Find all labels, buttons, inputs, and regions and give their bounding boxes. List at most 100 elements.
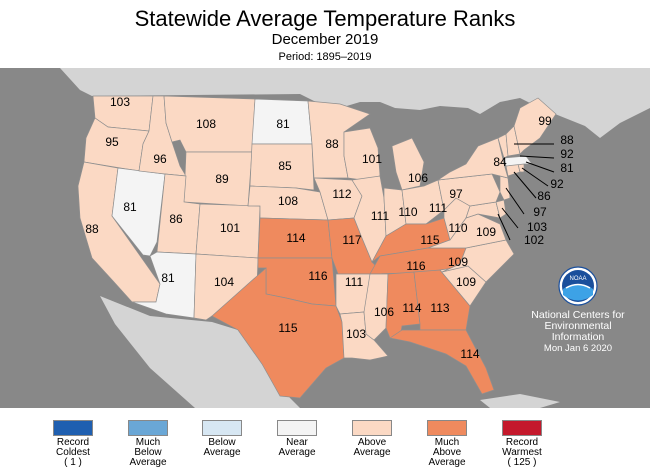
rank-label-ga: 113 [430,301,449,315]
rank-label-tn: 116 [406,259,425,273]
legend-label: Above [432,447,462,458]
rank-label-ne: 108 [278,194,298,208]
state-mi [391,137,425,191]
rank-label-me: 99 [538,114,552,128]
ncei-date: Mon Jan 6 2020 [543,343,613,354]
ncei-line-2: Environmental [544,320,612,332]
state-pa [437,173,501,211]
ncei-line-3: Information [551,331,605,343]
legend-swatch [427,420,467,436]
rank-label-ut: 86 [169,212,183,226]
rank-label-or: 95 [105,135,119,149]
rank-label-pa: 97 [449,187,463,201]
legend-label: Below [208,437,236,448]
mexico-landmass [100,296,300,408]
state-sd [249,143,315,191]
state-me [513,97,557,155]
rank-label-nd: 81 [276,117,290,131]
legend: Record Coldest( 1 ) Much Below Average Below A… [0,414,650,475]
map-title: Statewide Average Temperature Ranks [134,6,516,31]
legend-item-record-warmest: Record Warmest( 125 ) [477,420,567,468]
rank-label-mo: 117 [342,233,361,247]
rank-label-ok: 116 [308,269,327,283]
legend-label: Average [129,457,167,468]
rank-label-tx: 115 [278,321,297,335]
legend-swatch [128,420,168,436]
rank-label-sd: 85 [278,159,292,173]
state-ny [437,137,509,181]
rank-label-mt: 108 [196,117,216,131]
rank-label-ct: 86 [537,189,551,203]
rank-label-ma: 81 [560,161,574,175]
legend-label: Average [278,447,316,458]
rank-label-il: 111 [371,209,390,223]
ncei-attribution: NOAA National Centers for Environmental … [518,266,638,354]
ncei-line-1: National Centers for [531,309,625,321]
rank-label-ar: 111 [345,275,364,289]
legend-label: Above [357,437,387,448]
rank-label-nm: 104 [214,275,234,289]
legend-item-record-coldest: Record Coldest( 1 ) [28,420,118,468]
rank-label-az: 81 [161,271,175,285]
legend-label: Record [505,437,539,448]
rank-label-va: 109 [476,225,496,239]
us-temperature-rank-map: 103 95 88 81 96 108 89 86 81 101 104 81 85 108 114 116 1… [0,68,650,408]
legend-label: Below [134,447,162,458]
rank-label-ms: 106 [374,305,394,319]
legend-item-near: Near Average [252,420,342,458]
legend-swatch [202,420,242,436]
map-subtitle: December 2019 [271,31,379,48]
rank-label-nc: 109 [448,255,468,269]
legend-swatch [53,420,93,436]
legend-label: Average [203,447,241,458]
rank-label-oh: 111 [429,201,448,215]
legend-label: Average [428,457,466,468]
legend-label: Warmest [502,447,542,458]
legend-label: Much [434,437,460,448]
rank-label-mn: 88 [325,137,339,151]
rank-label-mi: 106 [408,171,428,185]
rank-label-ny: 84 [493,155,507,169]
state-nc [441,239,515,283]
canada-landmass [60,68,650,138]
rank-label-co: 101 [220,221,240,235]
noaa-logo-icon: NOAA [558,266,598,306]
legend-item-much-above: Much Above Average [402,420,492,468]
rank-label-ia: 112 [332,187,351,201]
rank-label-nv: 81 [123,200,137,214]
legend-item-below: Below Average [177,420,267,458]
state-de [495,199,507,219]
rank-label-wy: 89 [215,172,229,186]
rank-label-de: 103 [527,220,547,234]
rank-label-wv: 110 [448,221,467,235]
legend-item-above: Above Average [327,420,417,458]
period-label: Period: 1895–2019 [278,51,372,63]
legend-swatch [352,420,392,436]
legend-swatch [277,420,317,436]
legend-label: Average [353,447,391,458]
rank-label-la: 103 [346,327,366,341]
rank-label-al: 114 [402,301,421,315]
rank-label-ri: 92 [550,177,564,191]
legend-label: Record [56,437,90,448]
rank-label-ky: 115 [420,233,439,247]
noaa-logo-text: NOAA [569,276,586,282]
cuba-landmass [480,394,560,408]
rank-label-sc: 109 [456,275,476,289]
rank-label-wa: 103 [110,95,130,109]
rank-label-in: 110 [398,205,417,219]
legend-label: ( 125 ) [507,457,537,468]
legend-label: Coldest [56,447,90,458]
legend-item-much-below: Much Below Average [103,420,193,468]
rank-label-nh: 92 [560,147,574,161]
rank-label-ca: 88 [85,222,99,236]
legend-label: ( 1 ) [64,457,82,468]
rank-label-ks: 114 [286,231,305,245]
rank-label-fl: 114 [460,347,479,361]
legend-swatch [502,420,542,436]
legend-label: Near [286,437,308,448]
legend-label: Much [135,437,161,448]
rank-label-wi: 101 [362,152,382,166]
rank-label-id: 96 [153,152,167,166]
rank-label-nj: 97 [533,205,547,219]
